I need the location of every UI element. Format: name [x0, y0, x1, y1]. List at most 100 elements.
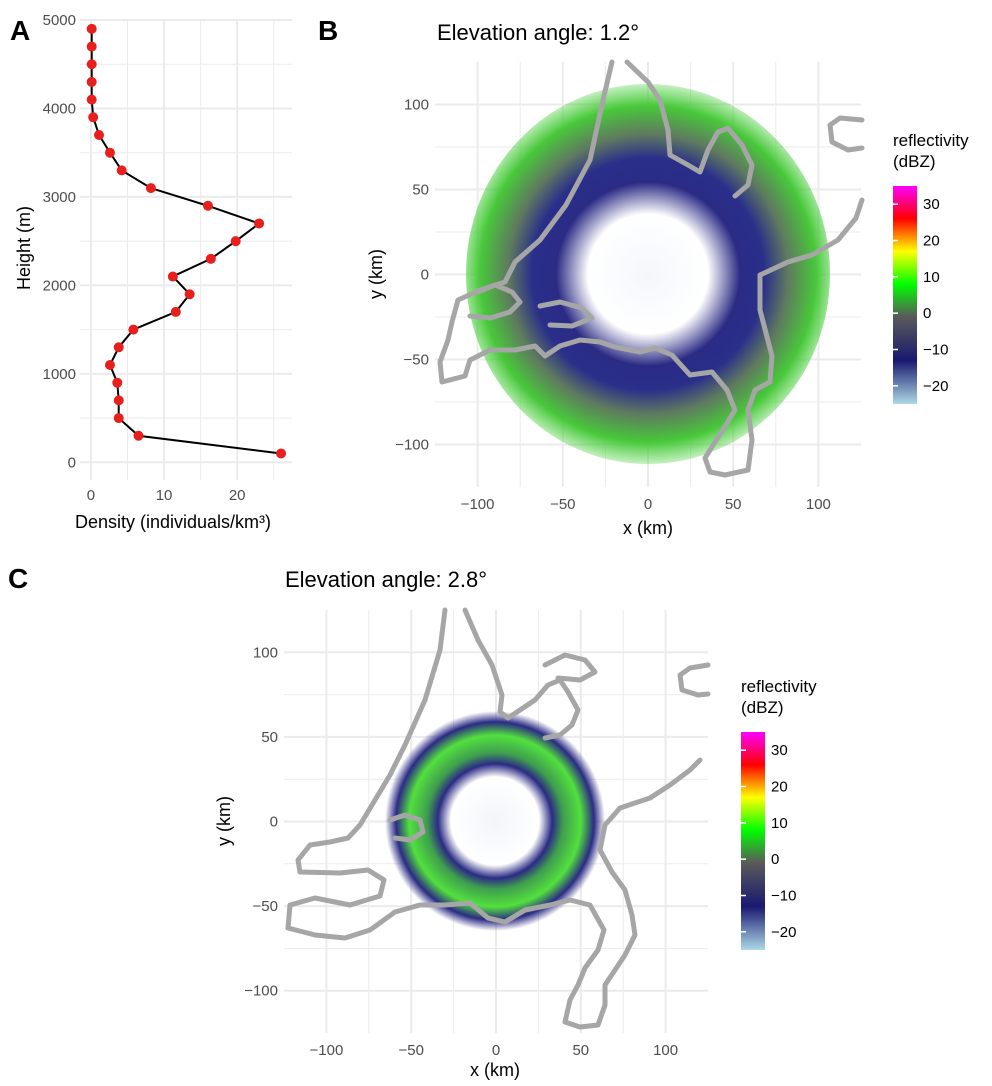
panel-b-title: Elevation angle: 1.2° — [437, 20, 639, 45]
panel-c-y-tick-label: 50 — [261, 729, 278, 746]
panel-c-x-axis-label: x (km) — [470, 1060, 520, 1080]
panel-c-colorbar — [741, 732, 765, 950]
panel-b-x-tick-label: −100 — [461, 496, 495, 513]
panel-a-data-point — [113, 395, 124, 406]
panel-a-label: A — [10, 15, 30, 46]
panel-a-data-point — [116, 165, 127, 176]
panel-c-x-tick-label: 100 — [653, 1042, 678, 1059]
panel-b-y-tick-label: −50 — [404, 352, 429, 369]
panel-c-colorbar-ticks: 30 20 10 0 −10 −20 — [741, 742, 796, 941]
panel-a-x-tick-label: 0 — [87, 487, 95, 504]
panel-b-colorbar-tick-label: 10 — [923, 269, 940, 286]
panel-c-ticks: −100 −50 0 50 100 −100 −50 0 50 100 — [244, 644, 678, 1059]
panel-c-coastline — [285, 607, 711, 1030]
panel-a-data-point — [184, 289, 195, 300]
panel-b-legend-title-line1: reflectivity — [893, 131, 969, 150]
panel-b-y-tick-label: 0 — [421, 267, 429, 284]
panel-c-y-axis-label: y (km) — [214, 796, 234, 846]
panel-c-y-tick-label: 0 — [270, 814, 278, 831]
panel-a-points — [86, 23, 287, 459]
panel-a-y-tick-label: 5000 — [43, 12, 76, 29]
panel-b-x-axis-label: x (km) — [623, 518, 673, 538]
panel-a-y-tick-label: 4000 — [43, 100, 76, 117]
panel-c-colorbar-tick-label: 20 — [771, 779, 788, 796]
panel-c-colorbar-tick-label: −10 — [771, 888, 796, 905]
panel-c-x-tick-label: 50 — [572, 1042, 589, 1059]
panel-a-data-point — [86, 23, 97, 34]
panel-a-x-tick-label: 10 — [156, 487, 173, 504]
panel-b-colorbar-tick-label: 0 — [923, 305, 931, 322]
panel-b-colorbar-tick-label: −20 — [923, 378, 948, 395]
panel-b-reflectivity-field — [466, 84, 830, 464]
panel-b-x-tick-label: −50 — [550, 496, 575, 513]
panel-a-data-point — [128, 324, 139, 335]
panel-b-colorbar-tick-label: 30 — [923, 196, 940, 213]
panel-c-label: C — [8, 563, 28, 594]
panel-a-data-point — [86, 59, 97, 70]
panel-b-coastline — [437, 59, 865, 478]
panel-b-label: B — [318, 15, 338, 46]
panel-a-data-point — [276, 448, 287, 459]
panel-a-data-point — [170, 306, 181, 317]
panel-a-data-point — [86, 41, 97, 52]
panel-a-data-point — [133, 430, 144, 441]
panel-a-x-axis-label: Density (individuals/km³) — [75, 512, 271, 532]
panel-a-data-point — [88, 112, 99, 123]
panel-a-y-tick-label: 2000 — [43, 277, 76, 294]
panel-c-legend-title-line2: (dBZ) — [741, 698, 784, 717]
panel-c-y-tick-label: 100 — [253, 644, 278, 661]
panel-a-y-axis-label: Height (m) — [14, 206, 34, 290]
panel-a-data-point — [145, 183, 156, 194]
panel-a-data-point — [202, 200, 213, 211]
panel-c-title: Elevation angle: 2.8° — [285, 567, 487, 592]
panel-a-data-point — [94, 130, 105, 140]
panel-a-x-tick-label: 20 — [229, 487, 246, 504]
panel-b-y-tick-label: 100 — [404, 97, 429, 114]
panel-c-legend: reflectivity (dBZ) 30 20 10 0 −10 −20 — [741, 677, 817, 950]
panel-b-ticks: −100 −50 0 50 100 −100 −50 0 50 100 — [395, 97, 831, 514]
panel-a-y-tick-label: 3000 — [43, 189, 76, 206]
panel-c-y-tick-label: −100 — [244, 983, 278, 1000]
panel-c-colorbar-tick-label: 0 — [771, 851, 779, 868]
panel-a-grid — [80, 19, 292, 480]
panel-c-colorbar-tick-label: 30 — [771, 742, 788, 759]
panel-b-colorbar-ticks: 30 20 10 0 −10 −20 — [893, 196, 948, 395]
panel-b-colorbar-tick-label: 20 — [923, 233, 940, 250]
panel-b-x-tick-label: 50 — [725, 496, 742, 513]
panel-a-data-point — [104, 147, 115, 158]
panel-a-y-tick-label: 0 — [68, 454, 76, 471]
panel-b-y-tick-label: −100 — [395, 437, 429, 454]
panel-b-x-tick-label: 100 — [806, 496, 831, 513]
panel-c-x-tick-label: −100 — [310, 1042, 344, 1059]
panel-c-colorbar-tick-label: 10 — [771, 815, 788, 832]
panel-c-reflectivity-field — [385, 709, 605, 933]
panel-a-data-point — [205, 253, 216, 264]
panel-a-data-point — [113, 413, 124, 424]
panel-b-x-tick-label: 0 — [644, 496, 652, 513]
panel-c-colorbar-tick-label: −20 — [771, 924, 796, 941]
panel-a-data-point — [113, 342, 124, 353]
panel-b-colorbar-tick-label: −10 — [923, 342, 948, 359]
panel-a-density-profile: 0 10 20 0 1000 2000 3000 4000 5000 Density (indi… — [14, 12, 292, 532]
panel-b-legend: reflectivity (dBZ) 30 20 10 0 −10 −20 — [893, 131, 969, 404]
panel-a-ticks: 0 10 20 0 1000 2000 3000 4000 5000 — [43, 12, 246, 504]
panel-c-x-tick-label: −50 — [398, 1042, 423, 1059]
panel-b-colorbar — [893, 186, 917, 404]
panel-a-data-point — [86, 76, 97, 87]
panel-c-y-tick-label: −50 — [253, 898, 278, 915]
panel-a-data-point — [112, 377, 123, 388]
panel-a-y-tick-label: 1000 — [43, 366, 76, 383]
panel-a-data-point — [104, 360, 115, 370]
panel-a-data-point — [86, 94, 97, 105]
panel-b-y-tick-label: 50 — [412, 182, 429, 199]
panel-a-data-point — [230, 236, 241, 247]
panel-c-legend-title-line1: reflectivity — [741, 677, 817, 696]
panel-a-data-point — [254, 218, 265, 229]
panel-c-x-tick-label: 0 — [492, 1042, 500, 1059]
panel-a-data-point — [167, 271, 178, 282]
panel-b-legend-title-line2: (dBZ) — [893, 152, 936, 171]
panel-b-y-axis-label: y (km) — [366, 249, 386, 299]
